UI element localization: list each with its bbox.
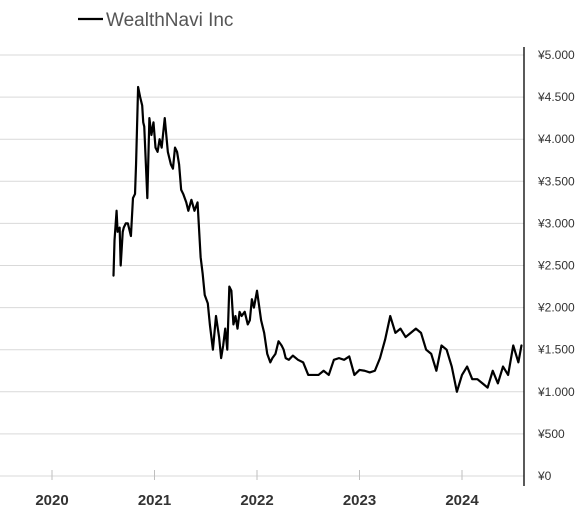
legend: WealthNavi Inc — [78, 10, 233, 31]
y-tick-label: ¥3.500 — [537, 174, 575, 188]
y-tick-label: ¥4.000 — [537, 132, 575, 146]
y-tick-label: ¥1.500 — [537, 343, 575, 357]
y-tick-label: ¥4.500 — [537, 90, 575, 104]
x-tick-label: 2020 — [35, 492, 68, 509]
series-line-0 — [112, 85, 523, 393]
y-tick-label: ¥0 — [537, 469, 552, 483]
y-tick-label: ¥500 — [537, 427, 565, 441]
x-tick-label: 2022 — [240, 492, 273, 509]
y-tick-label: ¥1.000 — [537, 385, 575, 399]
legend-label: WealthNavi Inc — [106, 10, 233, 31]
y-tick-label: ¥5.000 — [537, 48, 575, 62]
gridlines — [0, 54, 524, 477]
x-tick-label: 2021 — [138, 492, 171, 509]
x-tick-label: 2024 — [445, 492, 479, 509]
y-tick-label: ¥2.000 — [537, 301, 575, 315]
y-tick-label: ¥3.000 — [537, 216, 575, 230]
axes: ¥0 ¥500 ¥1.000 ¥1.500 ¥2.000 ¥2.500 ¥3.000 ¥3.5… — [35, 47, 575, 509]
series-layer — [112, 85, 523, 393]
y-tick-label: ¥2.500 — [537, 259, 575, 273]
x-tick-label: 2023 — [343, 492, 376, 509]
